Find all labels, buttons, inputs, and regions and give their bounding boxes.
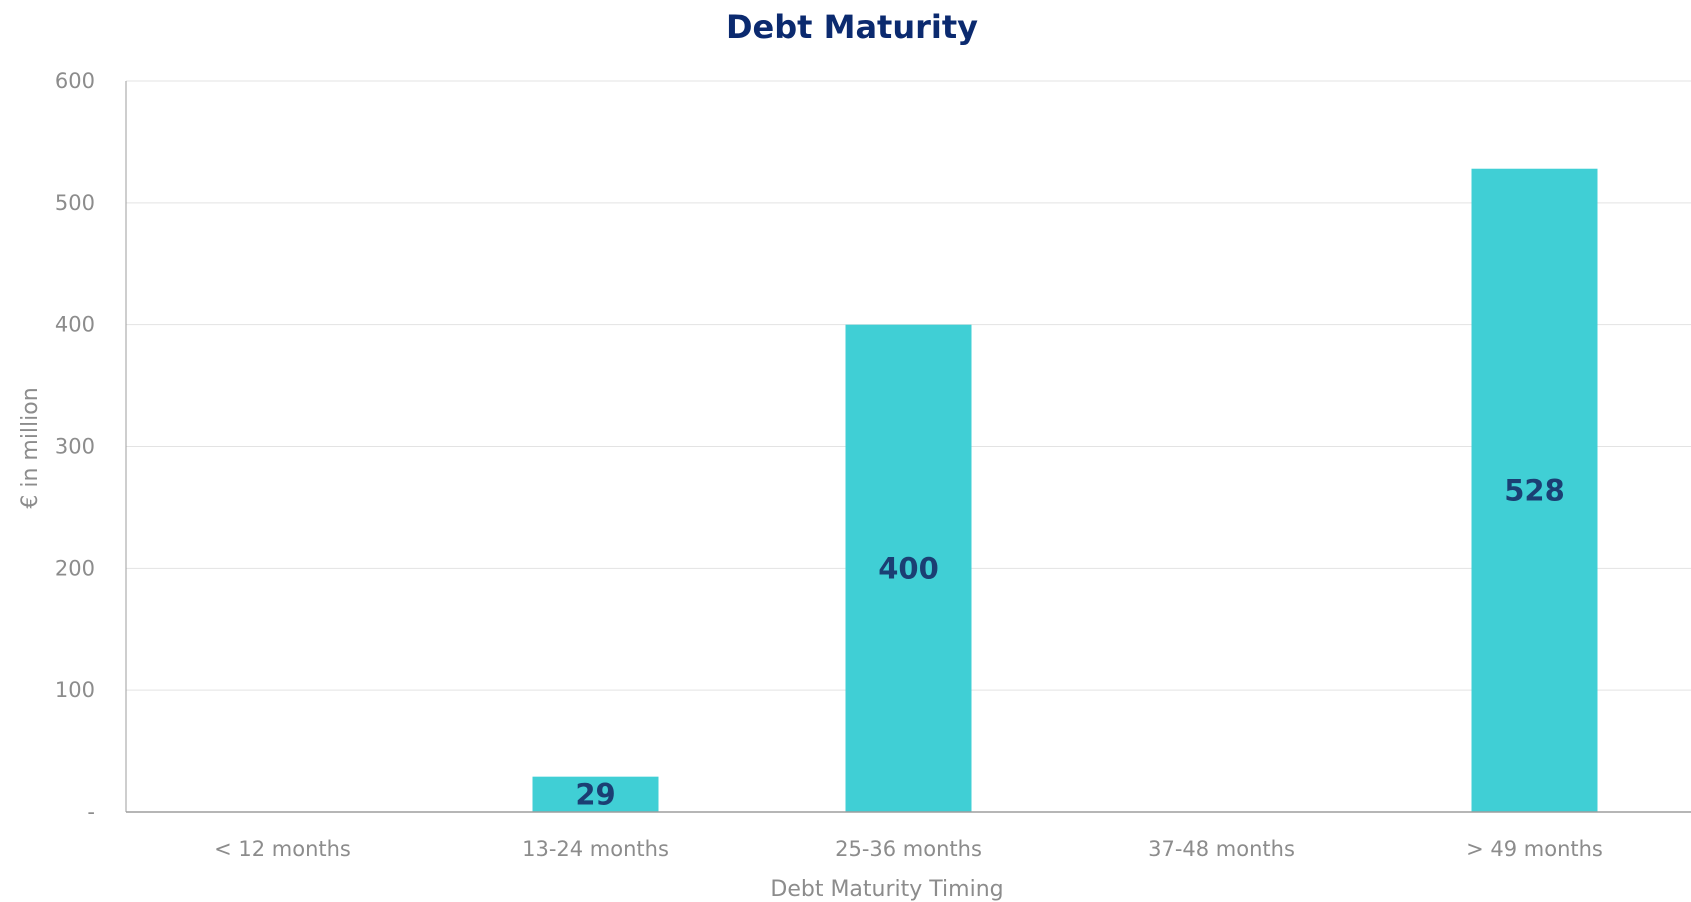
x-axis-label: Debt Maturity Timing — [770, 877, 1003, 902]
y-tick-label: 300 — [55, 435, 95, 459]
y-tick-label: 400 — [55, 313, 95, 337]
y-tick-label: 500 — [55, 191, 95, 215]
x-tick-label: < 12 months — [214, 837, 351, 861]
x-tick-label: 37-48 months — [1148, 837, 1295, 861]
bar — [845, 324, 972, 812]
x-tick-label: 13-24 months — [522, 837, 669, 861]
data-label: 528 — [1504, 473, 1565, 507]
bar — [1471, 168, 1598, 813]
bars: 29 400 528 — [532, 168, 1598, 813]
bar — [532, 776, 659, 812]
y-axis-label: € in million — [18, 387, 43, 508]
y-tick-label: 200 — [55, 556, 95, 580]
x-tick-label: 25-36 months — [835, 837, 982, 861]
data-label: 29 — [575, 777, 615, 811]
chart-title: Debt Maturity — [726, 8, 978, 46]
x-tick-labels: < 12 months 13-24 months 25-36 months 37-48… — [214, 837, 1603, 861]
y-tick-labels: - 100 200 300 400 500 600 — [55, 69, 95, 824]
y-tick-label: 600 — [55, 69, 95, 93]
y-tick-label: 100 — [55, 678, 95, 702]
data-label: 400 — [878, 551, 939, 585]
y-tick-label: - — [87, 800, 95, 824]
x-tick-label: > 49 months — [1466, 837, 1603, 861]
